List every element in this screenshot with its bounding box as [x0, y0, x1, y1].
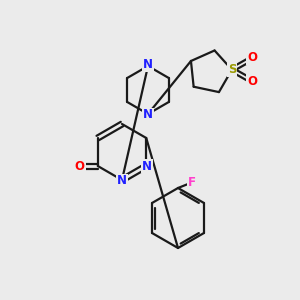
Text: N: N: [142, 160, 152, 172]
Text: O: O: [247, 51, 257, 64]
Text: N: N: [143, 109, 153, 122]
Text: N: N: [117, 175, 127, 188]
Text: S: S: [228, 63, 236, 76]
Text: F: F: [188, 176, 196, 188]
Text: O: O: [247, 75, 257, 88]
Text: O: O: [75, 160, 85, 172]
Text: N: N: [143, 58, 153, 71]
